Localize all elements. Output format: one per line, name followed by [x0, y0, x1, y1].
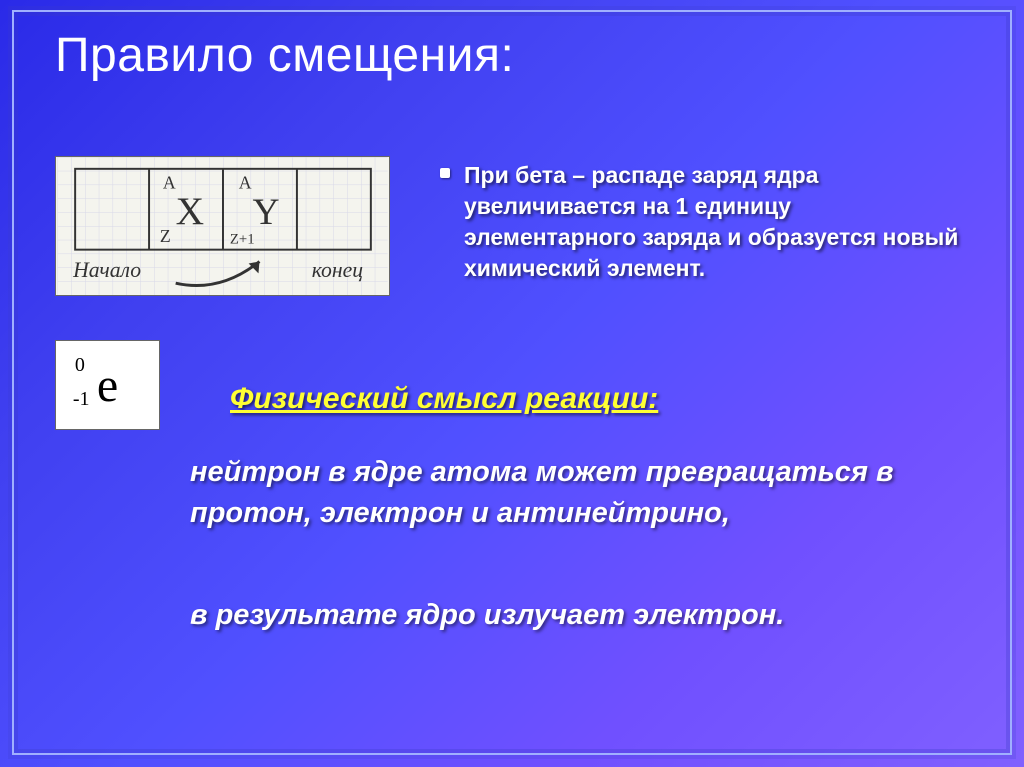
- body-paragraph-1: нейтрон в ядре атома может превращаться …: [190, 452, 950, 533]
- periodic-shift-diagram: A X Z A Y Z+1 Начало конец: [55, 156, 390, 296]
- svg-text:A: A: [163, 173, 176, 193]
- svg-text:Z+1: Z+1: [230, 232, 255, 248]
- svg-text:Y: Y: [253, 192, 280, 233]
- bullet-icon: [440, 168, 450, 178]
- section-subtitle: Физический смысл реакции:: [230, 382, 658, 416]
- body-paragraph-2: в результате ядро излучает электрон.: [190, 595, 950, 636]
- svg-text:A: A: [239, 173, 252, 193]
- svg-text:X: X: [176, 189, 204, 233]
- bullet-text: При бета – распаде заряд ядра увеличивае…: [464, 160, 960, 284]
- svg-text:Начало: Начало: [72, 258, 141, 282]
- electron-letter: e: [97, 359, 118, 412]
- slide-title: Правило смещения:: [55, 28, 514, 83]
- svg-text:Z: Z: [160, 226, 171, 246]
- electron-mass: 0: [75, 354, 85, 377]
- svg-text:конец: конец: [312, 258, 364, 282]
- bullet-block: При бета – распаде заряд ядра увеличивае…: [440, 160, 960, 284]
- electron-symbol: 0 -1 e: [55, 340, 160, 430]
- electron-charge: -1: [73, 388, 90, 411]
